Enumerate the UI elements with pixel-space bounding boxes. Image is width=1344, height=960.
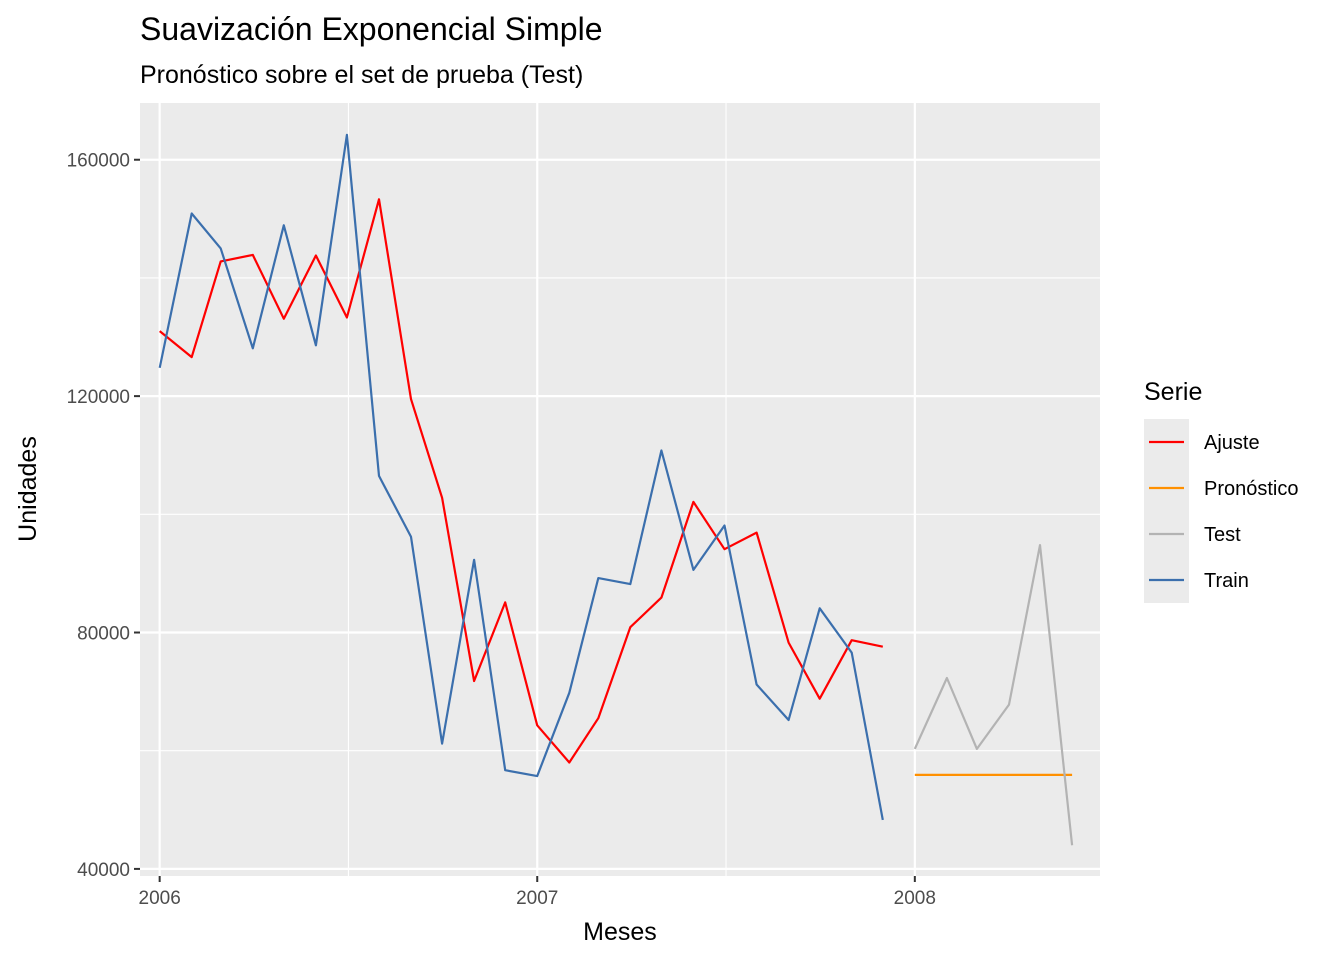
legend-label-ajuste: Ajuste — [1204, 432, 1260, 454]
y-tick-label: 120000 — [67, 387, 130, 408]
legend-label-pronostico: Pronóstico — [1204, 478, 1299, 500]
series-line-train — [158, 133, 884, 821]
x-tick-label: 2007 — [516, 888, 558, 909]
legend-label-train: Train — [1204, 570, 1249, 592]
chart-subtitle: Pronóstico sobre el set de prueba (Test) — [140, 61, 583, 89]
legend-label-test: Test — [1204, 524, 1241, 546]
legend: Serie Ajuste Pronóstico Test Train — [1144, 378, 1299, 603]
plot-panel — [140, 103, 1100, 876]
grid-minor — [140, 103, 1100, 876]
series-lines — [158, 133, 1074, 846]
series-line-ajuste — [159, 198, 884, 764]
y-axis-title: Unidades — [14, 436, 42, 542]
x-axis: 2006 2007 2008 — [139, 876, 936, 909]
y-tick-label: 80000 — [77, 624, 130, 645]
y-tick-label: 40000 — [77, 860, 130, 881]
x-tick-label: 2008 — [894, 888, 936, 909]
legend-title: Serie — [1144, 378, 1202, 406]
grid-major — [140, 103, 1100, 876]
legend-key-background — [1144, 419, 1189, 603]
y-tick-label: 160000 — [67, 151, 130, 172]
chart-title: Suavización Exponencial Simple — [140, 11, 602, 47]
y-axis: 40000 80000 120000 160000 — [67, 151, 140, 881]
x-axis-title: Meses — [583, 918, 657, 946]
x-tick-label: 2006 — [139, 888, 181, 909]
series-line-test — [913, 543, 1074, 846]
